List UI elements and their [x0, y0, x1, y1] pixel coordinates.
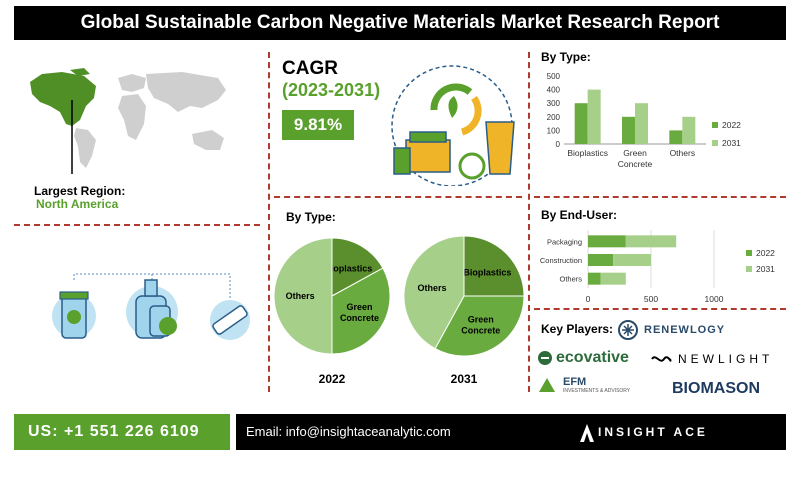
bar — [574, 103, 588, 144]
player-biomason: BIOMASON — [672, 380, 760, 397]
y-tick-label: Packaging — [547, 237, 582, 246]
bar — [635, 103, 648, 144]
divider-type — [534, 196, 786, 198]
y-tick-label: 500 — [547, 72, 561, 81]
divider-cagr — [274, 196, 522, 198]
cagr-value: 9.81% — [282, 110, 354, 140]
pie-slice — [273, 237, 333, 355]
legend-swatch — [712, 122, 718, 128]
y-tick-label: 300 — [547, 99, 561, 108]
x-tick-label: 500 — [644, 294, 658, 304]
pie-slice — [434, 295, 525, 357]
x-tick-label: 0 — [586, 294, 591, 304]
footer-bar: Email: info@insightaceanalytic.com INSIG… — [236, 414, 786, 475]
pie-slice-label: Green Concrete — [340, 302, 379, 323]
player-ecovative: ecovative — [537, 349, 629, 367]
player-renewlogy: RENEWLOGY — [618, 320, 725, 340]
legend-label: 2031 — [722, 138, 741, 148]
player-newlight: NEWLIGHT — [650, 352, 773, 366]
y-tick-label: 0 — [556, 140, 561, 149]
bar — [587, 89, 601, 144]
insightace-logo-icon — [580, 424, 594, 442]
by-end-user-heading: By End-User: — [541, 208, 618, 222]
x-tick-label: Others — [670, 148, 696, 158]
pie-slice-label: Bioplastics — [463, 268, 511, 278]
pie-slice-label: Others — [286, 291, 315, 301]
bar — [622, 116, 635, 144]
by-type-bar-chart: 0 100 200 300 400 500 Bioplastics GreenConcrete… — [547, 72, 742, 169]
largest-region-value: North America — [36, 197, 119, 211]
player-efm: EFM INVESTMENTS & ADVISORY — [537, 376, 630, 394]
y-tick-label: 100 — [547, 126, 561, 135]
bar — [600, 272, 626, 285]
y-tick-label: Others — [559, 275, 582, 284]
bar — [669, 130, 683, 144]
bar — [613, 254, 651, 266]
by-end-user-bar-chart: 0 500 1000 Packaging Construction Others 2022 2… — [540, 230, 775, 304]
bar — [588, 235, 626, 248]
pie-year-2031: 2031 — [450, 372, 478, 386]
y-tick-label: 400 — [547, 86, 561, 95]
x-tick-label: Green — [623, 148, 647, 158]
legend-swatch — [746, 250, 752, 256]
largest-region-label: Largest Region: — [34, 184, 126, 198]
x-tick-label: Concrete — [618, 159, 653, 169]
products-illustration — [52, 273, 250, 340]
by-type-heading: By Type: — [541, 50, 591, 64]
report-title: Global Sustainable Carbon Negative Mater… — [14, 6, 786, 40]
pie-slice-label: Others — [418, 283, 447, 293]
bar — [588, 272, 601, 285]
efm-logo-icon — [539, 378, 555, 392]
ecovative-logo-icon — [538, 351, 552, 365]
pie-year-2022: 2022 — [318, 372, 346, 386]
legend-label: 2022 — [722, 120, 741, 130]
pie-slice — [403, 235, 465, 350]
divider-enduser — [534, 308, 786, 310]
renewlogy-logo-icon — [618, 320, 638, 340]
north-america-shape — [30, 72, 96, 126]
divider-region — [14, 224, 260, 226]
cagr-heading: CAGR — [282, 58, 338, 79]
pie-slice-label: Bioplastics — [324, 264, 372, 274]
sustainability-illustration — [391, 65, 515, 186]
cagr-years: (2023-2031) — [282, 80, 381, 100]
pie-slice — [331, 237, 384, 297]
bar — [682, 116, 696, 144]
y-tick-label: 200 — [547, 113, 561, 122]
legend-swatch — [712, 140, 718, 146]
bar — [588, 254, 614, 266]
x-tick-label: 1000 — [705, 294, 724, 304]
pie-slice — [463, 235, 525, 297]
world-map — [30, 68, 226, 174]
pie-slice-label: Green Concrete — [461, 314, 500, 335]
divider-left — [268, 52, 270, 392]
footer-email[interactable]: Email: info@insightaceanalytic.com — [246, 424, 451, 439]
footer-phone: US: +1 551 226 6109 — [14, 414, 230, 450]
newlight-logo-icon — [651, 356, 672, 362]
bar — [625, 235, 677, 248]
legend-label: 2022 — [756, 248, 775, 258]
key-players-heading: Key Players: — [541, 322, 614, 336]
pie-slice — [331, 267, 391, 355]
legend-label: 2031 — [756, 264, 775, 274]
divider-right — [528, 52, 530, 392]
pie-charts: Bioplastics Green Concrete Others Bioplasti… — [273, 235, 525, 357]
y-tick-label: Construction — [540, 256, 582, 265]
pie-section-heading: By Type: — [286, 210, 336, 224]
legend-swatch — [746, 266, 752, 272]
footer-brand: INSIGHT ACE ANALYTIC — [598, 425, 708, 475]
x-tick-label: Bioplastics — [567, 148, 608, 158]
